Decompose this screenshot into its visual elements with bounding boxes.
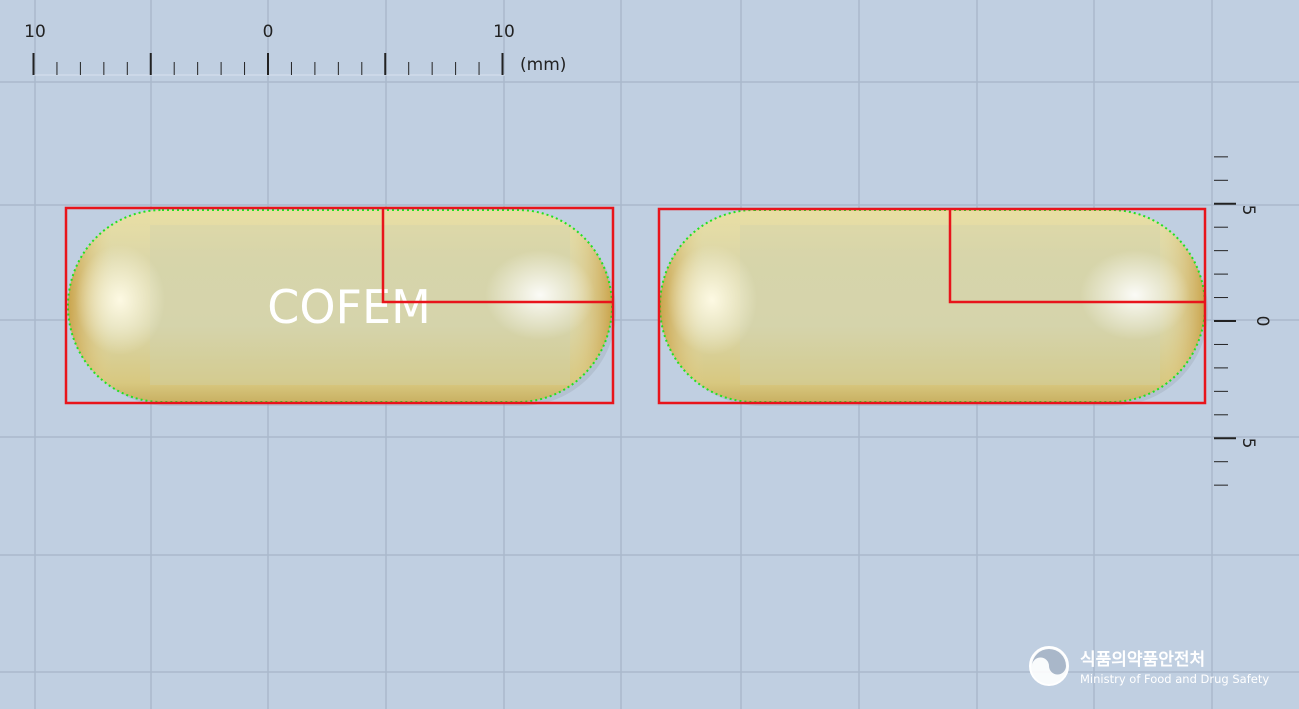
- mfds-emblem-icon: [1029, 646, 1069, 686]
- capsule-back: [659, 209, 1208, 406]
- top-mm-ruler: 10 0 10 (mm): [24, 22, 566, 76]
- ruler-label-zero: 0: [263, 22, 274, 42]
- ruler-label-left-10: 10: [24, 22, 46, 42]
- ruler-label-right-10: 10: [493, 22, 515, 42]
- ruler-right-label-top-5: 5: [1238, 205, 1258, 216]
- quadrant-marker-front: [381, 208, 613, 304]
- capsule-front: COFEM: [67, 209, 616, 406]
- org-name-english: Ministry of Food and Drug Safety: [1080, 672, 1269, 686]
- bounding-box-front: [64, 206, 615, 405]
- org-name-korean: 식품의약품안전처: [1080, 649, 1205, 670]
- quadrant-marker-back: [948, 209, 1205, 304]
- bounding-box-back: [657, 207, 1207, 405]
- mfds-watermark: 식품의약품안전처 Ministry of Food and Drug Safet…: [1029, 646, 1269, 686]
- ruler-right-label-zero: 0: [1252, 316, 1272, 327]
- ruler-right-label-bottom-5: 5: [1238, 438, 1258, 449]
- ruler-unit-label: (mm): [520, 55, 566, 75]
- detection-overlay: [64, 206, 1207, 405]
- capsule-imprint-text: COFEM: [267, 280, 431, 334]
- right-mm-ruler: 5 0 5: [1214, 156, 1272, 486]
